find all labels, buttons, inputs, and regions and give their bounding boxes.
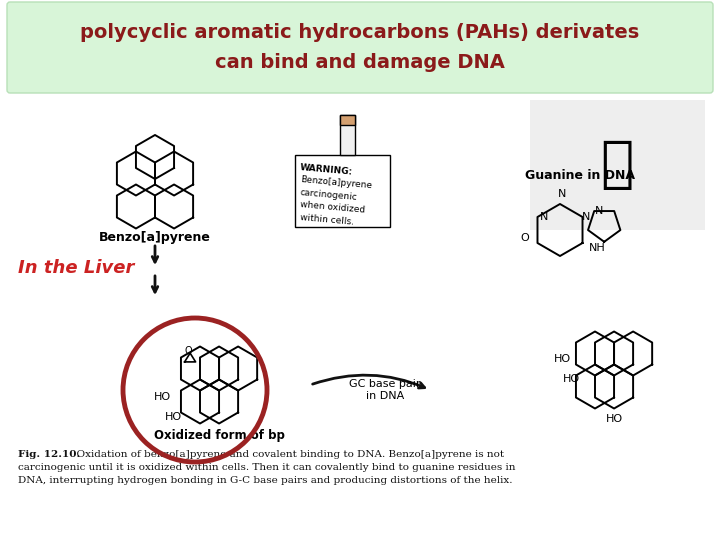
Text: N: N: [582, 212, 590, 222]
Text: WARNING:: WARNING:: [300, 163, 354, 177]
Text: Benzo[a]pyrene: Benzo[a]pyrene: [300, 176, 372, 191]
FancyBboxPatch shape: [7, 2, 713, 93]
Text: N: N: [595, 206, 603, 216]
Text: Guanine in DNA: Guanine in DNA: [525, 169, 635, 182]
Text: 🍳: 🍳: [600, 138, 634, 192]
Text: carcinogenic: carcinogenic: [300, 188, 358, 202]
Text: Oxidized form of bp: Oxidized form of bp: [153, 429, 284, 442]
Text: N: N: [558, 189, 566, 199]
Text: O: O: [520, 233, 528, 243]
Bar: [530, 100, 705, 230]
Text: when oxidized: when oxidized: [300, 200, 366, 215]
Text: In the Liver: In the Liver: [18, 259, 135, 277]
Text: HO: HO: [606, 415, 623, 424]
Text: HO: HO: [166, 411, 182, 422]
Bar: [295, 155, 390, 227]
Text: polycyclic aromatic hydrocarbons (PAHs) derivates: polycyclic aromatic hydrocarbons (PAHs) …: [81, 23, 639, 42]
Text: within cells.: within cells.: [300, 213, 354, 227]
Text: Fig. 12.10.: Fig. 12.10.: [18, 450, 80, 459]
Text: HO: HO: [562, 374, 580, 383]
Text: Benzo[a]pyrene: Benzo[a]pyrene: [99, 231, 211, 244]
Text: DNA, interrupting hydrogen bonding in G-C base pairs and producing distortions o: DNA, interrupting hydrogen bonding in G-…: [18, 476, 513, 485]
Text: HO: HO: [554, 354, 571, 363]
Text: can bind and damage DNA: can bind and damage DNA: [215, 52, 505, 71]
Text: NH: NH: [589, 243, 606, 253]
Text: HO: HO: [154, 392, 171, 402]
Bar: [340, 115, 355, 125]
Text: GC base pair
in DNA: GC base pair in DNA: [349, 379, 420, 401]
Text: O: O: [184, 346, 192, 356]
Text: Oxidation of benzo[a]pyrene and covalent binding to DNA. Benzo[a]pyrene is not: Oxidation of benzo[a]pyrene and covalent…: [70, 450, 504, 459]
Text: N: N: [540, 212, 549, 222]
Text: carcinogenic until it is oxidized within cells. Then it can covalently bind to g: carcinogenic until it is oxidized within…: [18, 463, 516, 472]
Bar: [340, 115, 355, 155]
